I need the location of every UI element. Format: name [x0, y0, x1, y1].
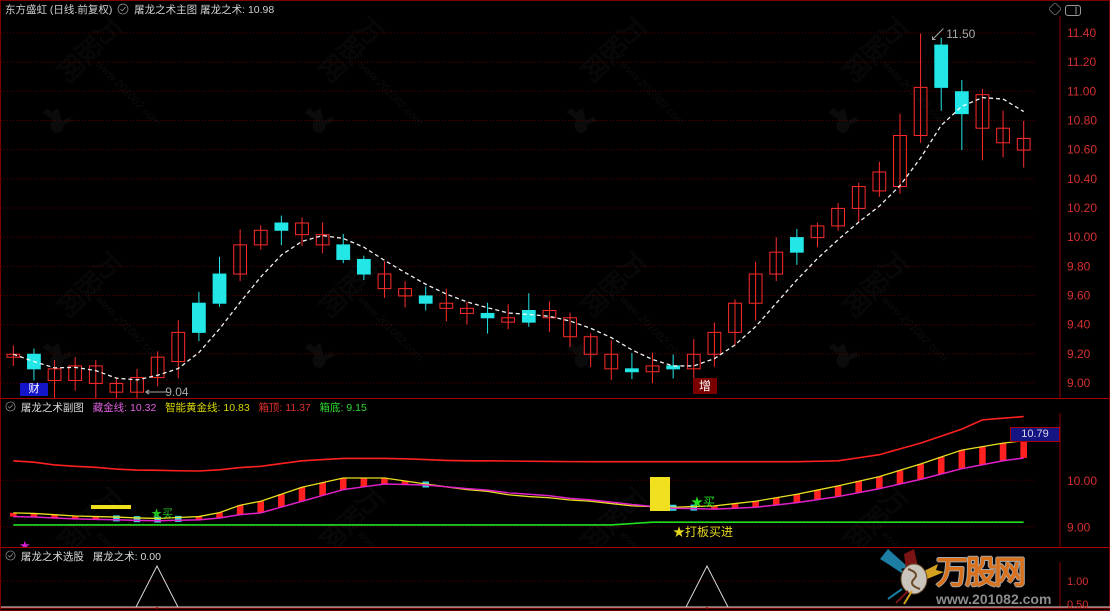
- svg-text:9.00: 9.00: [1067, 520, 1091, 534]
- svg-text:1.00: 1.00: [1067, 576, 1088, 588]
- svg-text:0.50: 0.50: [1067, 599, 1088, 609]
- svg-text:10.00: 10.00: [1067, 474, 1097, 488]
